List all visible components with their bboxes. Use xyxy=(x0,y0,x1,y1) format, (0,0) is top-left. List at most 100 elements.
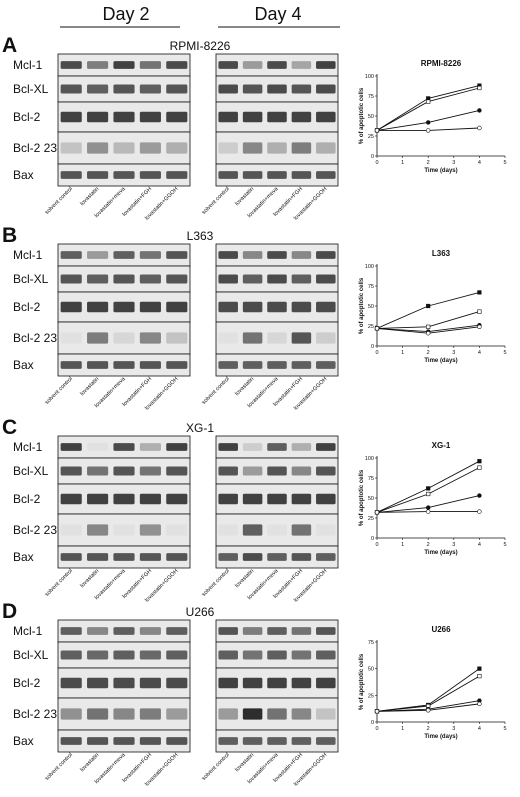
data-point xyxy=(426,708,431,713)
data-point xyxy=(426,120,431,125)
band xyxy=(139,466,161,476)
protein-label: Mcl-1 xyxy=(13,58,43,72)
band xyxy=(113,443,135,451)
band xyxy=(242,332,263,344)
lane-label: solvent control xyxy=(44,376,74,406)
band xyxy=(166,627,188,635)
band xyxy=(60,84,82,94)
panel-letter: B xyxy=(2,224,17,247)
band xyxy=(113,171,135,179)
x-axis-label: Time (days) xyxy=(424,550,457,556)
band xyxy=(139,493,161,505)
band xyxy=(218,708,238,720)
band xyxy=(218,301,238,313)
band xyxy=(166,61,188,69)
band xyxy=(113,301,135,313)
band xyxy=(316,251,336,259)
data-point xyxy=(477,674,482,679)
band xyxy=(139,524,161,536)
band xyxy=(139,251,161,259)
band xyxy=(316,708,336,720)
cell-line-label: U266 xyxy=(186,605,215,619)
band xyxy=(267,84,287,94)
band xyxy=(267,111,287,123)
band xyxy=(113,677,135,689)
x-tick-label: 3 xyxy=(452,726,455,732)
band xyxy=(166,251,188,259)
band xyxy=(267,466,287,476)
data-point xyxy=(426,331,431,336)
band xyxy=(166,677,188,689)
band xyxy=(242,274,263,284)
band xyxy=(87,61,109,69)
protein-label: Bcl-2 xyxy=(13,492,41,506)
band xyxy=(291,553,312,561)
band xyxy=(87,737,109,745)
band xyxy=(60,361,82,369)
x-tick-label: 0 xyxy=(375,542,378,548)
band xyxy=(60,142,82,154)
band xyxy=(87,677,109,689)
band xyxy=(267,677,287,689)
protein-label: Bcl-2 xyxy=(13,300,41,314)
data-point xyxy=(374,510,380,515)
band xyxy=(316,361,336,369)
band xyxy=(291,251,312,259)
band xyxy=(60,466,82,476)
band xyxy=(166,708,188,720)
x-tick-label: 2 xyxy=(427,350,430,356)
band xyxy=(60,524,82,536)
band xyxy=(60,553,82,561)
band xyxy=(166,650,188,660)
cell-line-label: L363 xyxy=(187,229,214,243)
band xyxy=(218,737,238,745)
band xyxy=(242,466,263,476)
band xyxy=(267,553,287,561)
band xyxy=(242,524,263,536)
y-tick-label: 75 xyxy=(368,640,374,646)
band xyxy=(87,301,109,313)
data-point xyxy=(477,701,482,707)
band xyxy=(291,332,312,344)
x-tick-label: 2 xyxy=(427,542,430,548)
panel-letter: D xyxy=(2,600,17,623)
band xyxy=(316,677,336,689)
band xyxy=(60,737,82,745)
band xyxy=(291,61,312,69)
protein-label: Mcl-1 xyxy=(13,440,43,454)
band xyxy=(316,466,336,476)
y-tick-label: 25 xyxy=(368,516,374,522)
x-tick-label: 5 xyxy=(503,726,506,732)
data-point xyxy=(374,128,380,133)
x-axis-label: Time (days) xyxy=(424,168,457,174)
band xyxy=(87,627,109,635)
band xyxy=(139,627,161,635)
band xyxy=(60,274,82,284)
band xyxy=(242,61,263,69)
band xyxy=(166,84,188,94)
blot-day4: solvent control lovastatinlovastatin+meva… xyxy=(201,243,339,412)
data-point xyxy=(374,709,380,714)
band xyxy=(291,274,312,284)
band xyxy=(316,737,336,745)
x-axis-label: Time (days) xyxy=(424,734,457,740)
band xyxy=(60,493,82,505)
band xyxy=(291,171,312,179)
y-axis-label: % of apoptotic cells xyxy=(359,277,365,334)
band xyxy=(242,84,263,94)
band xyxy=(218,466,238,476)
band xyxy=(242,142,263,154)
band xyxy=(242,301,263,313)
data-point xyxy=(426,505,431,510)
y-tick-label: 75 xyxy=(368,284,374,290)
band xyxy=(291,301,312,313)
x-tick-label: 0 xyxy=(375,160,378,166)
band xyxy=(113,361,135,369)
band xyxy=(166,171,188,179)
data-point xyxy=(426,509,431,514)
blot-day4: solvent control lovastatinlovastatin+meva… xyxy=(201,619,339,788)
data-point xyxy=(426,303,431,309)
band xyxy=(166,443,188,451)
